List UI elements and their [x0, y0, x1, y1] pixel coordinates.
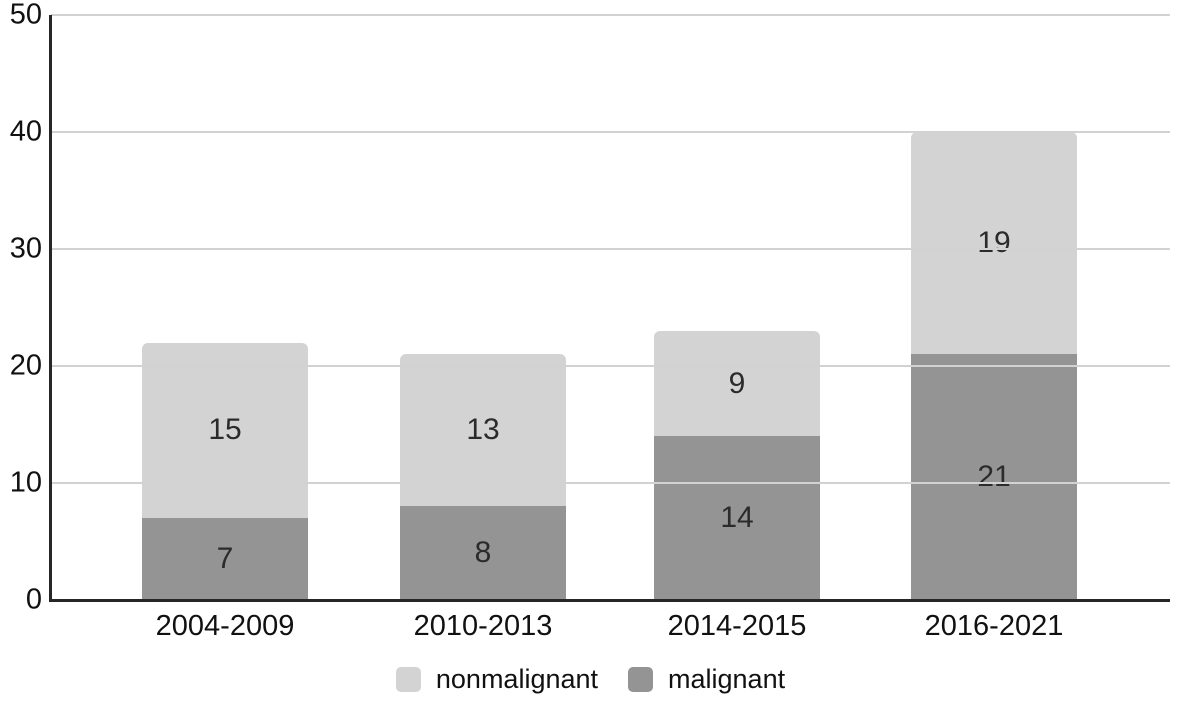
segment-nonmalignant-2010-2013: 13	[400, 354, 566, 507]
gridline-y-30	[51, 248, 1170, 250]
segment-malignant-2010-2013: 8	[400, 506, 566, 600]
legend-label: malignant	[668, 664, 786, 694]
x-category-label-2014-2015: 2014-2015	[667, 610, 807, 642]
bar-2014-2015: 14 9	[654, 330, 820, 600]
segment-malignant-2014-2015: 14	[654, 436, 820, 600]
y-axis-line	[49, 15, 52, 602]
y-tick-label-40: 40	[9, 115, 42, 148]
y-tick-label-30: 30	[9, 232, 42, 265]
x-category-label-2010-2013: 2010-2013	[413, 610, 553, 642]
y-tick-label-10: 10	[9, 466, 42, 499]
legend-label: nonmalignant	[435, 664, 599, 694]
value-label-malignant-2016-2021: 21	[977, 460, 1011, 494]
legend-item-nonmalignant: nonmalignant	[395, 664, 599, 694]
gridline-y-40	[51, 131, 1170, 133]
legend-swatch-nonmalignant	[395, 667, 421, 692]
x-category-label-2004-2009: 2004-2009	[155, 610, 295, 642]
legend-swatch-malignant	[628, 667, 654, 692]
segment-malignant-2016-2021: 21	[911, 354, 1077, 600]
gridline-y-10	[51, 482, 1170, 484]
gridline-y-20	[51, 365, 1170, 367]
bar-2010-2013: 8 13	[400, 354, 566, 600]
value-label-nonmalignant-2014-2015: 9	[728, 366, 746, 400]
legend: nonmalignant malignant	[0, 666, 1181, 693]
bar-2004-2009: 7 15	[142, 342, 308, 600]
x-axis-line	[49, 599, 1170, 602]
value-label-nonmalignant-2010-2013: 13	[466, 413, 500, 447]
value-label-malignant-2004-2009: 7	[216, 542, 234, 576]
value-label-malignant-2014-2015: 14	[720, 501, 754, 535]
value-label-nonmalignant-2004-2009: 15	[208, 413, 242, 447]
segment-nonmalignant-2004-2009: 15	[142, 342, 308, 519]
segment-nonmalignant-2016-2021: 19	[911, 132, 1077, 355]
y-tick-label-20: 20	[9, 349, 42, 382]
x-category-label-2016-2021: 2016-2021	[924, 610, 1064, 642]
segment-malignant-2004-2009: 7	[142, 518, 308, 600]
y-tick-label-0: 0	[25, 583, 42, 616]
segment-nonmalignant-2014-2015: 9	[654, 330, 820, 437]
legend-item-malignant: malignant	[628, 666, 785, 693]
value-label-malignant-2010-2013: 8	[474, 536, 492, 570]
gridline-y-50	[51, 14, 1170, 16]
bar-2016-2021: 21 19	[911, 132, 1077, 600]
value-label-nonmalignant-2016-2021: 19	[977, 226, 1011, 260]
y-tick-label-50: 50	[9, 0, 42, 31]
